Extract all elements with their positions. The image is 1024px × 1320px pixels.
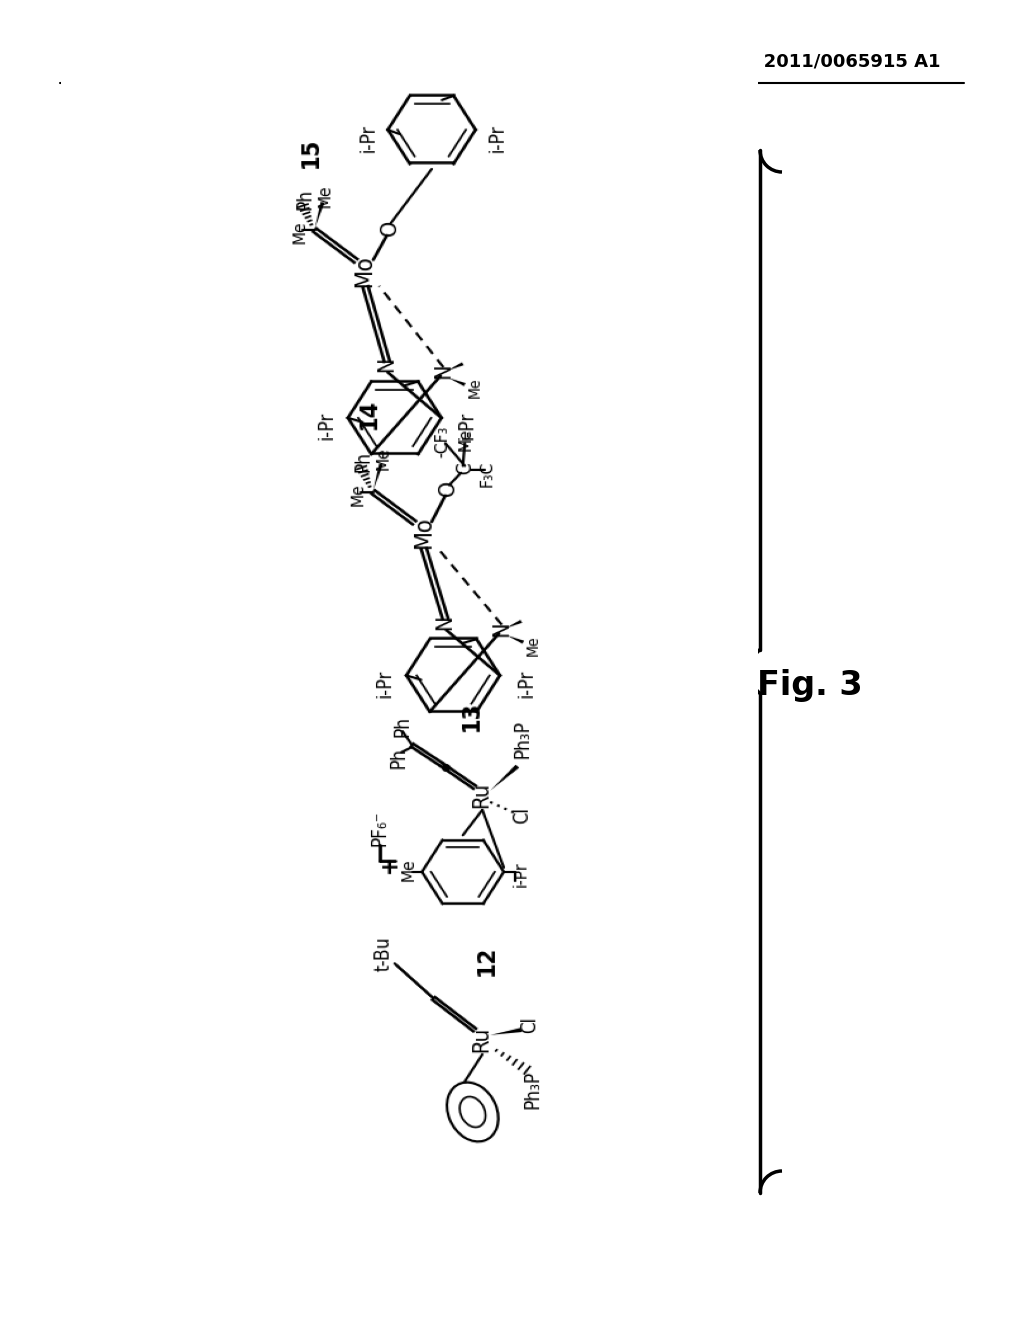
Text: US 2011/0065915 A1: US 2011/0065915 A1 [729, 53, 940, 71]
Text: Mar. 17, 2011  Sheet 3 of 34: Mar. 17, 2011 Sheet 3 of 34 [370, 53, 654, 71]
Text: Patent Application Publication: Patent Application Publication [85, 53, 392, 71]
Text: Fig. 3: Fig. 3 [757, 668, 863, 701]
